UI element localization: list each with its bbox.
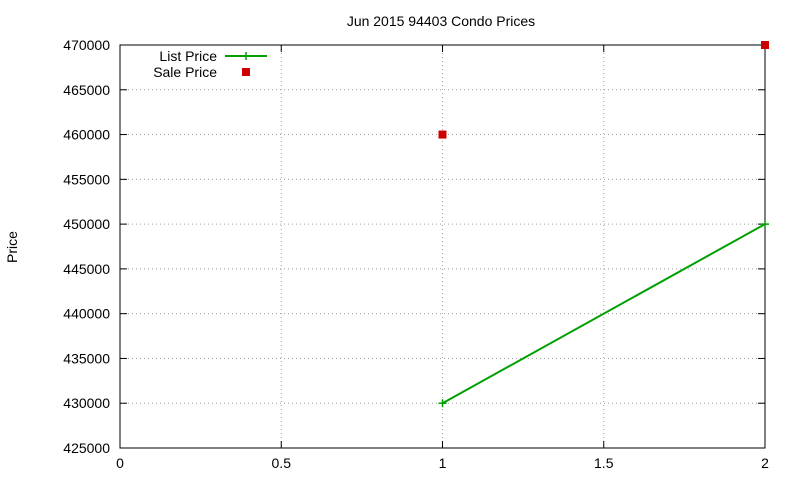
chart-title: Jun 2015 94403 Condo Prices [347, 13, 535, 29]
y-tick-label: 470000 [63, 37, 110, 53]
list-price-point [438, 399, 447, 408]
legend-label: Sale Price [153, 64, 217, 80]
y-axis-label: Price [4, 231, 20, 263]
axis-ticks: 425000 430000 435000 440000 445000 450000 4550… [63, 37, 769, 471]
y-tick-label: 450000 [63, 216, 110, 232]
x-tick-label: 1 [439, 455, 447, 471]
list-price-line [442, 223, 766, 405]
sale-price-point [761, 41, 769, 49]
y-tick-label: 425000 [63, 440, 110, 456]
y-tick-label: 435000 [63, 350, 110, 366]
sale-price-point [438, 130, 447, 139]
y-tick-label: 440000 [63, 306, 110, 322]
y-tick-label: 430000 [63, 395, 110, 411]
x-tick-label: 1.5 [594, 455, 614, 471]
legend-plus-marker [242, 52, 250, 60]
y-tick-label: 465000 [63, 82, 110, 98]
legend-square-marker [242, 68, 250, 76]
x-tick-label: 0 [116, 455, 124, 471]
y-tick-label: 445000 [63, 261, 110, 277]
x-tick-label: 2 [761, 455, 769, 471]
legend-label: List Price [159, 48, 217, 64]
list-price-point [761, 220, 769, 229]
x-tick-label: 0.5 [272, 455, 292, 471]
series-layer [438, 41, 769, 408]
y-tick-label: 460000 [63, 127, 110, 143]
y-tick-label: 455000 [63, 171, 110, 187]
grid-lines [120, 45, 765, 448]
